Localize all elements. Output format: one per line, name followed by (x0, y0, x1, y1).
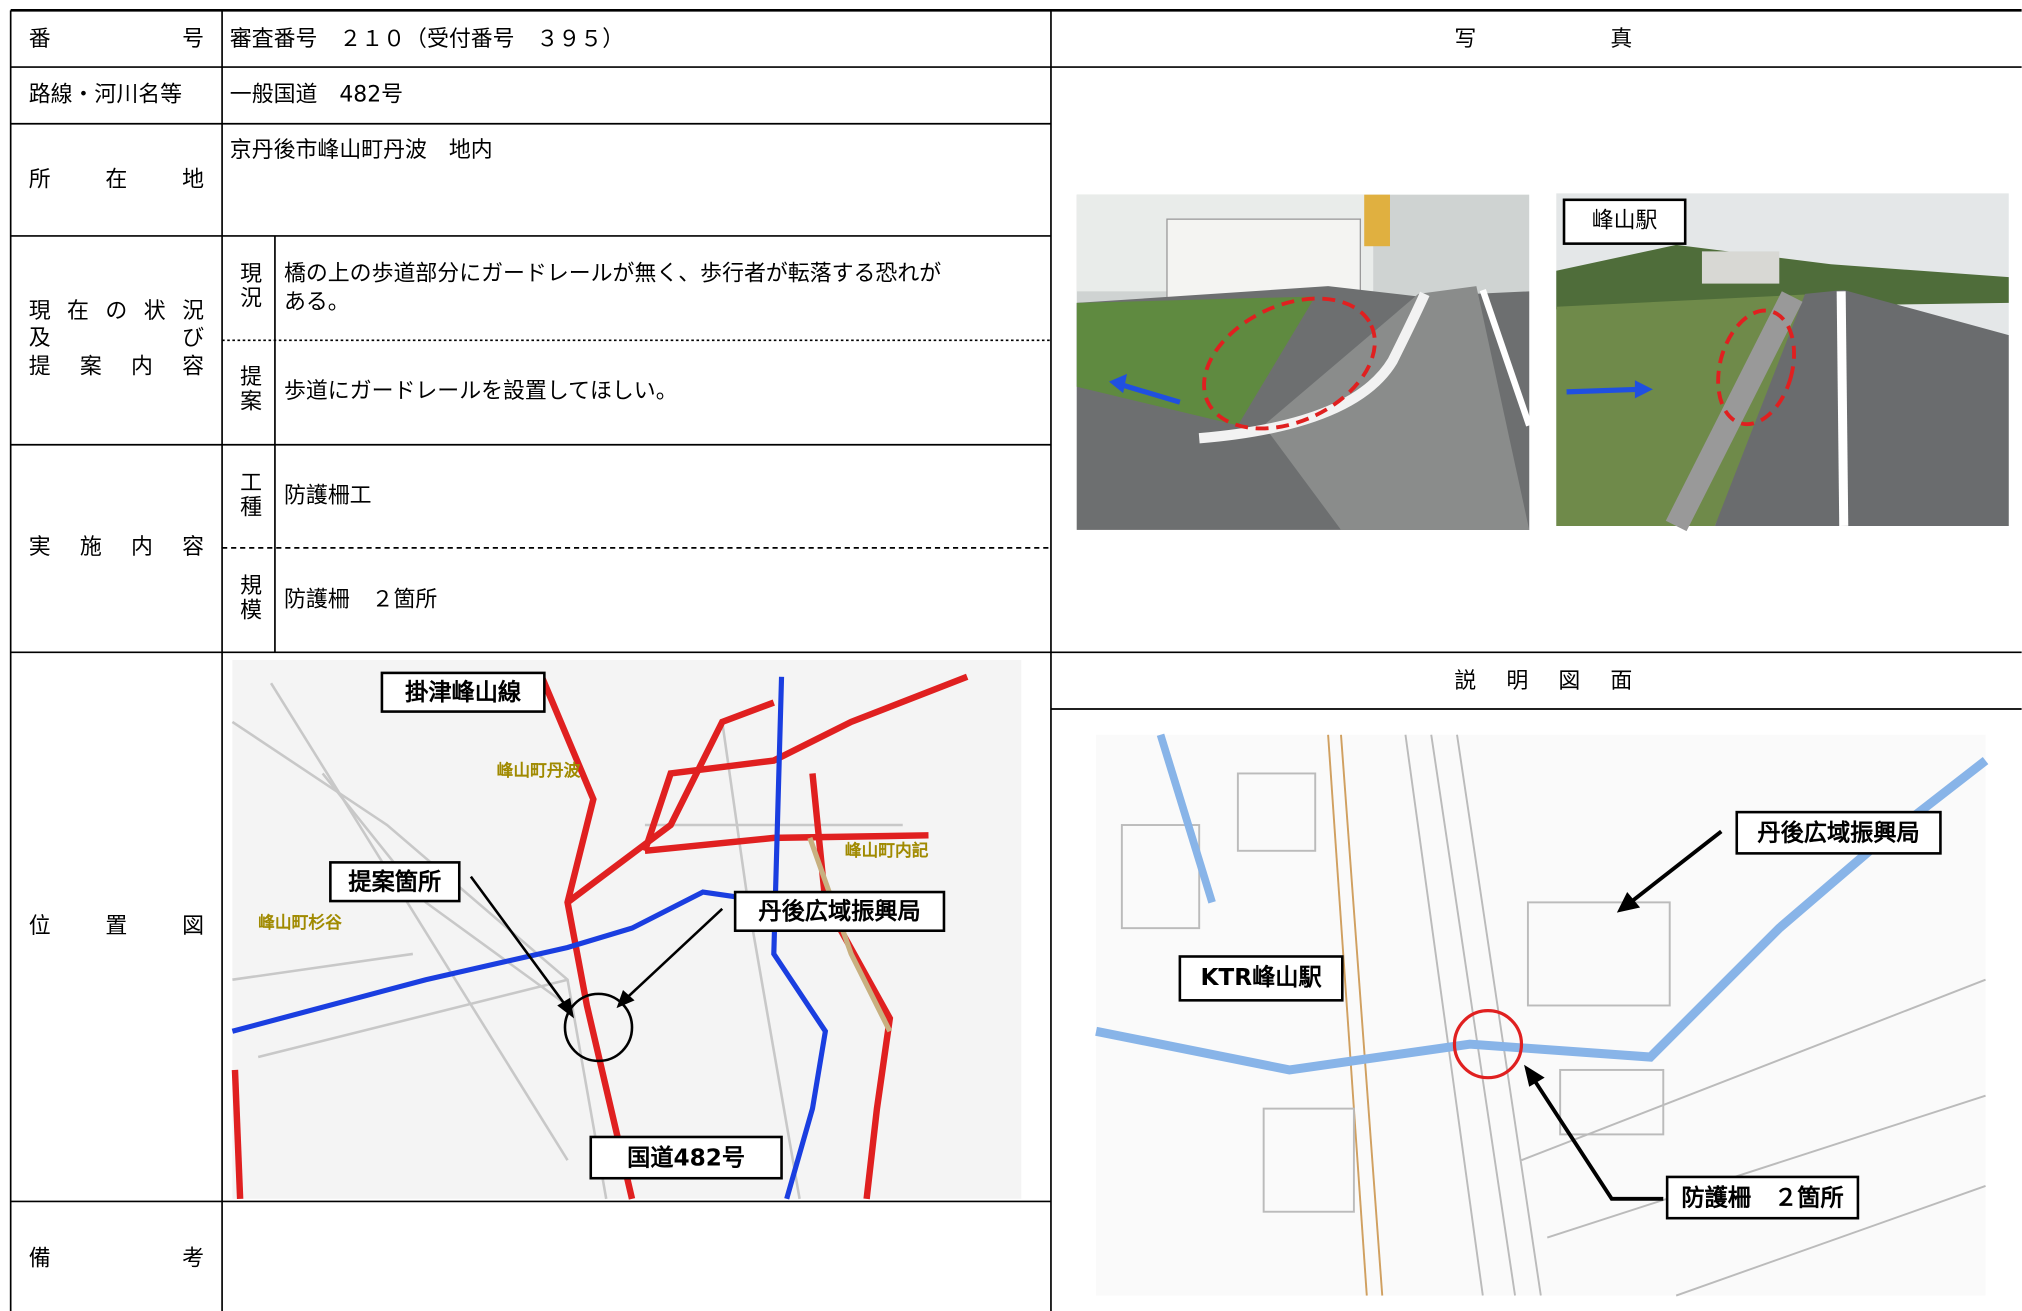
map-callout: 国道482号 (627, 1144, 745, 1171)
photo (1076, 194, 1533, 530)
sub-label: 工種 (237, 471, 262, 520)
photo-label: 峰山駅 (1592, 209, 1658, 234)
grid-lines (9, 9, 2022, 1311)
value: 審査番号 ２１０（受付番号 ３９５） (230, 27, 624, 52)
value: ある。 (284, 290, 350, 315)
map: 峰山町丹波 峰山町杉谷 峰山町内記 掛津峰山線 提案箇所 丹後広域振興局 国道4… (231, 660, 1022, 1200)
value: 防護柵工 (284, 483, 372, 508)
diagram-callout: KTR峰山駅 (1200, 964, 1322, 991)
map-place: 峰山町杉谷 (258, 912, 342, 932)
map-place: 峰山町丹波 (497, 760, 581, 780)
map-callout: 丹後広域振興局 (758, 898, 920, 925)
map-callout: 提案箇所 (348, 869, 441, 896)
map-place: 峰山町内記 (845, 840, 929, 860)
sub-label: 提案 (237, 365, 262, 414)
sub-label: 規模 (237, 574, 262, 623)
value: 京丹後市峰山町丹波 地内 (230, 138, 493, 163)
map-callout: 掛津峰山線 (405, 679, 522, 706)
label: 路線・河川名等 (29, 82, 182, 107)
value: 歩道にガードレールを設置してほしい。 (284, 379, 678, 404)
value: 橋の上の歩道部分にガードレールが無く、歩行者が転落する恐れが (284, 262, 941, 287)
diagram-callout: 防護柵 ２箇所 (1681, 1184, 1843, 1211)
diagram-callout: 丹後広域振興局 (1757, 820, 1919, 847)
value: 一般国道 482号 (230, 82, 403, 107)
photo: 峰山駅 (1556, 193, 2009, 532)
sub-label: 現況 (237, 262, 262, 311)
value: 防護柵 ２箇所 (284, 588, 437, 613)
diagram: 丹後広域振興局 KTR峰山駅 防護柵 ２箇所 (1095, 733, 1989, 1297)
